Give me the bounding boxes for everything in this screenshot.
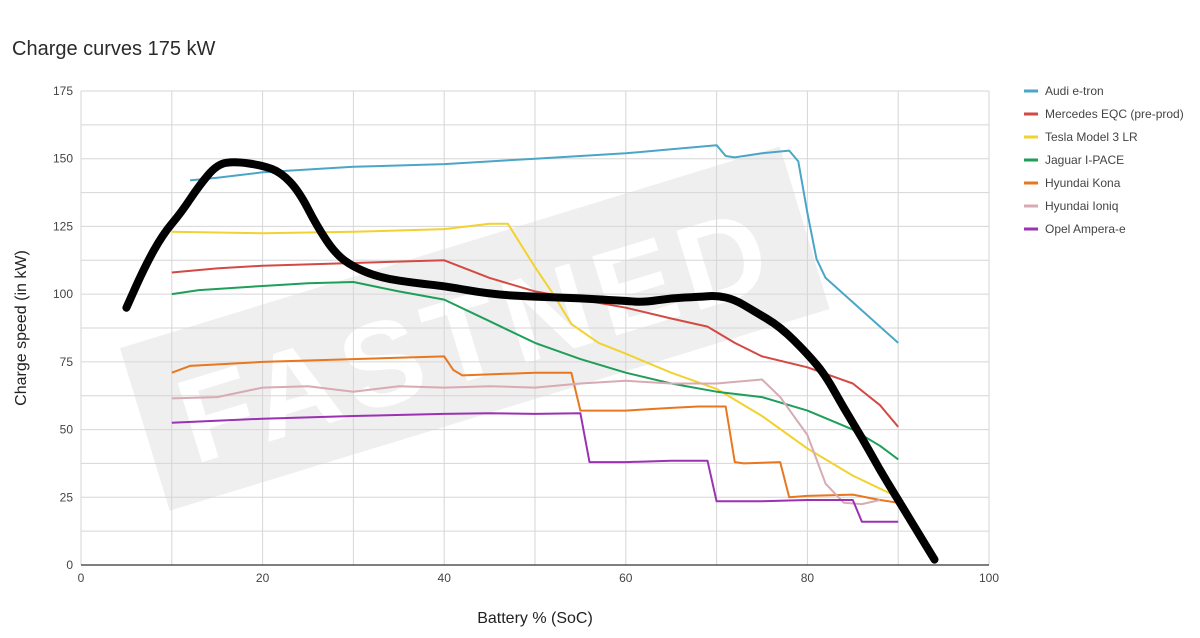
legend-label: Hyundai Ioniq xyxy=(1045,199,1118,213)
y-tick-label: 0 xyxy=(66,558,73,572)
series-line xyxy=(171,281,899,461)
legend-label: Mercedes EQC (pre-prod) xyxy=(1045,107,1184,121)
series-line xyxy=(171,412,899,523)
series-line xyxy=(171,222,899,499)
annotation-curve xyxy=(122,158,939,564)
y-tick-label: 25 xyxy=(60,490,74,504)
x-tick-label: 80 xyxy=(801,571,815,585)
x-tick-label: 60 xyxy=(619,571,633,585)
legend-label: Opel Ampera-e xyxy=(1045,222,1126,236)
x-axis-title: Battery % (SoC) xyxy=(477,610,593,627)
series-line xyxy=(171,355,899,504)
y-tick-label: 175 xyxy=(53,84,73,98)
watermark-band xyxy=(120,146,830,511)
legend-label: Audi e-tron xyxy=(1045,84,1104,98)
y-tick-label: 100 xyxy=(53,287,73,301)
x-tick-label: 100 xyxy=(979,571,999,585)
legend-label: Tesla Model 3 LR xyxy=(1045,130,1138,144)
y-tick-label: 50 xyxy=(60,423,74,437)
chart-title: Charge curves 175 kW xyxy=(12,38,216,60)
y-axis-title: Charge speed (in kW) xyxy=(13,250,30,406)
legend-label: Jaguar I-PACE xyxy=(1045,153,1124,167)
x-tick-label: 20 xyxy=(256,571,270,585)
x-tick-label: 40 xyxy=(438,571,452,585)
y-tick-label: 75 xyxy=(60,355,74,369)
legend-label: Hyundai Kona xyxy=(1045,176,1121,190)
series-line xyxy=(189,144,899,344)
y-tick-label: 125 xyxy=(53,219,73,233)
x-tick-label: 0 xyxy=(78,571,85,585)
series-line xyxy=(171,378,881,506)
y-tick-label: 150 xyxy=(53,152,73,166)
